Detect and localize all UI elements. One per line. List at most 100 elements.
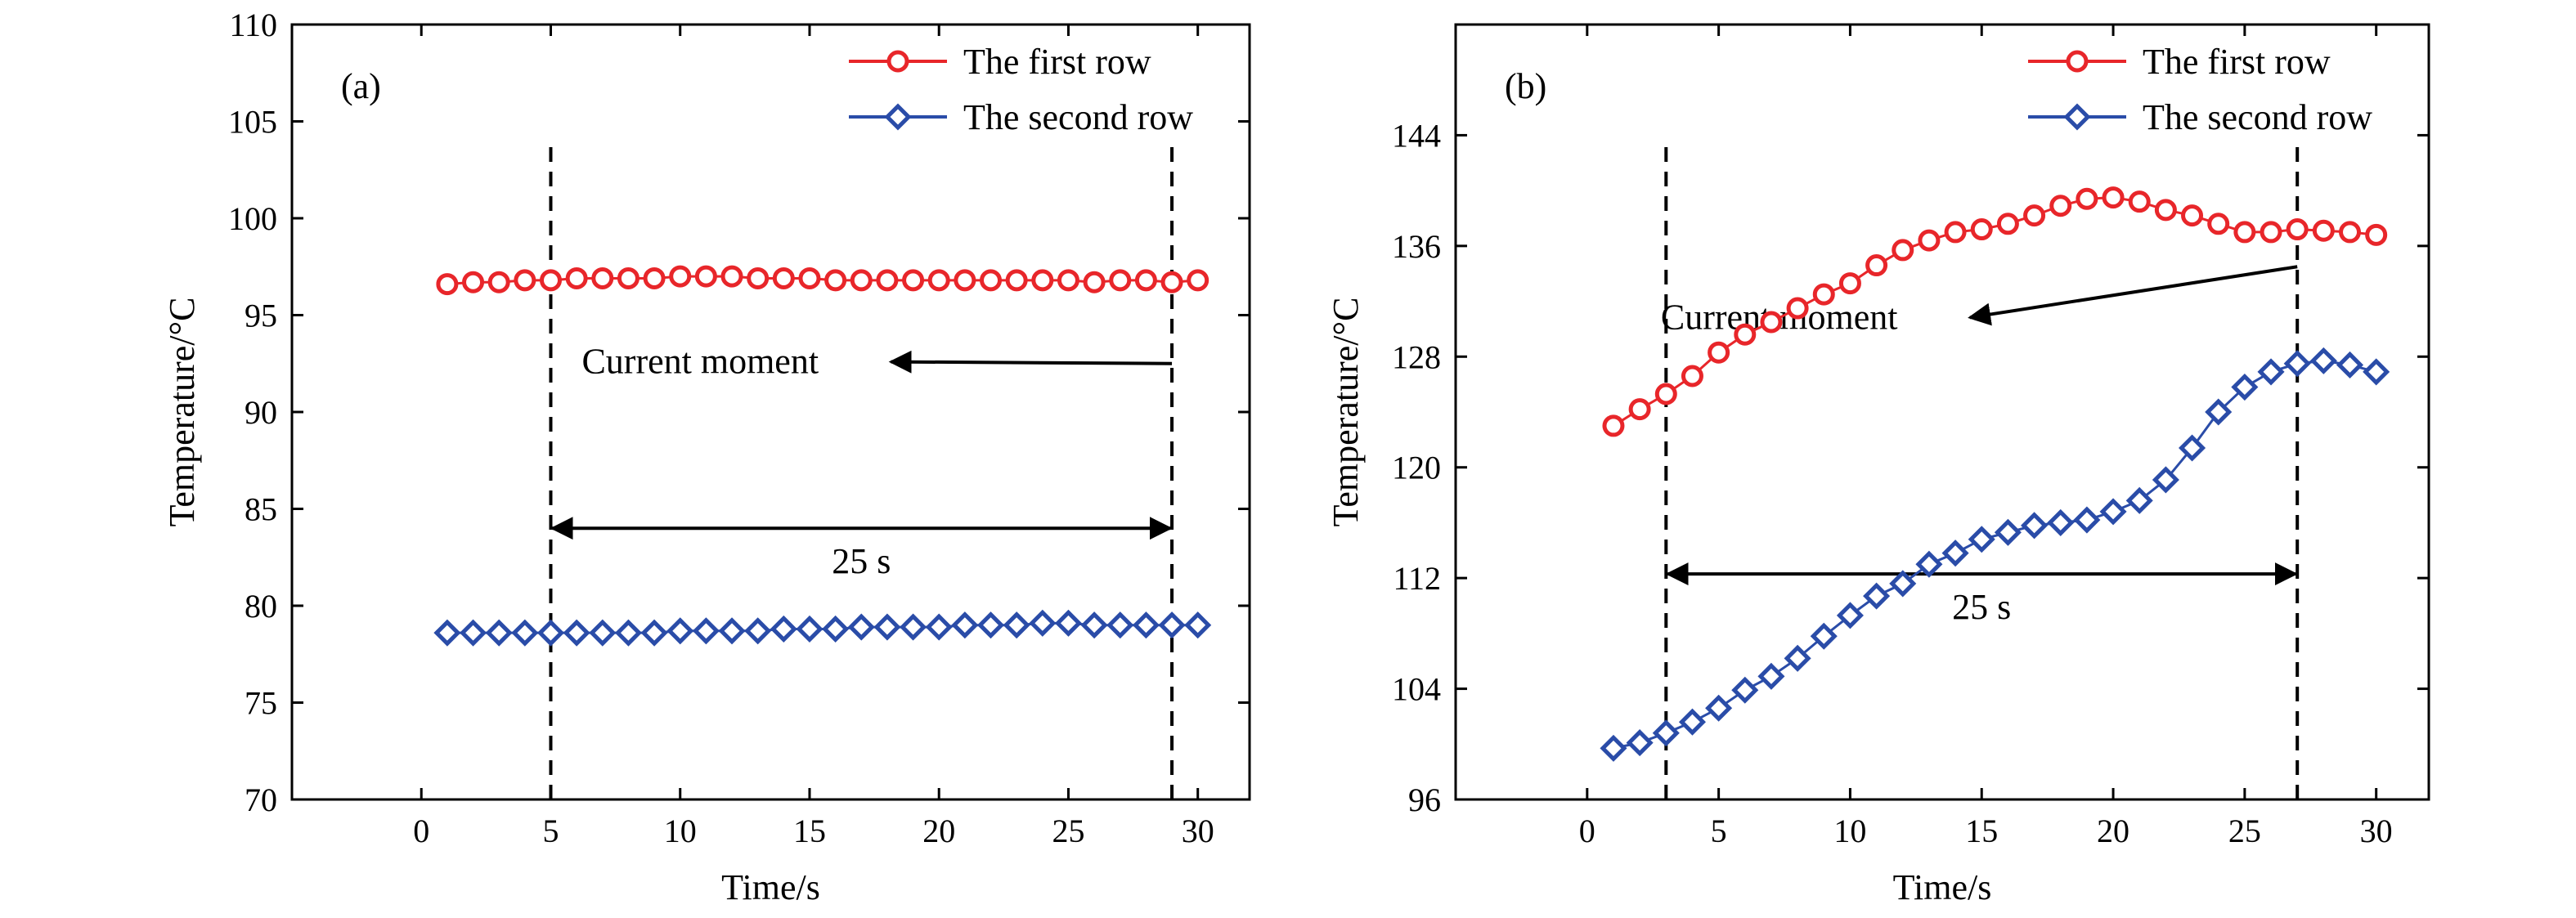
plot-frame — [290, 23, 1251, 801]
data-point-second-row — [1054, 609, 1082, 637]
data-point-first-row — [850, 269, 873, 292]
data-point-first-row — [1865, 254, 1888, 277]
data-point-first-row — [514, 269, 536, 292]
x-tick-label: 20 — [922, 813, 955, 849]
data-point-first-row — [643, 266, 666, 289]
data-point-second-row — [433, 619, 461, 647]
data-point-second-row — [1003, 611, 1030, 639]
legend-marker-diamond — [2063, 103, 2091, 131]
span-label: 25 s — [1952, 587, 2011, 627]
data-point-second-row — [2283, 350, 2311, 378]
data-point-second-row — [2205, 398, 2233, 426]
x-tick-label: 0 — [1579, 813, 1595, 849]
data-point-second-row — [2021, 512, 2049, 540]
legend-label: The second row — [2143, 97, 2372, 137]
y-tick-label: 100 — [228, 200, 277, 237]
data-point-first-row — [2286, 218, 2309, 241]
y-tick-label: 95 — [245, 298, 277, 334]
data-point-first-row — [980, 269, 1003, 292]
legend-label: The first row — [963, 42, 1151, 82]
data-point-first-row — [2260, 221, 2282, 244]
x-tick-label: 5 — [542, 813, 559, 849]
legend-marker-circle — [886, 50, 909, 73]
data-point-first-row — [2049, 195, 2072, 217]
current-moment-label: Current moment — [581, 342, 819, 382]
data-point-second-row — [1080, 611, 1108, 639]
data-point-first-row — [824, 269, 847, 292]
chart-panel-a: 70 75 80 85 90 95 100 105 110 0 5 10 15 20 25 30 Time/s T… — [162, 7, 1251, 907]
data-point-second-row — [563, 619, 590, 647]
x-tick-label: 25 — [2228, 813, 2261, 849]
data-point-first-row — [2233, 221, 2256, 244]
data-point-second-row — [2047, 508, 2075, 536]
data-point-second-row — [770, 615, 797, 643]
panel-label: (a) — [341, 66, 381, 106]
data-point-second-row — [1652, 719, 1680, 747]
data-point-first-row — [798, 266, 821, 289]
data-point-second-row — [1705, 694, 1733, 722]
legend-marker-circle — [2066, 50, 2089, 73]
data-point-first-row — [772, 266, 795, 289]
data-point-first-row — [1005, 269, 1028, 292]
data-point-first-row — [2181, 204, 2204, 227]
data-point-first-row — [1083, 271, 1106, 293]
data-point-second-row — [511, 619, 539, 647]
current-moment-arrow — [888, 350, 1173, 374]
data-point-first-row — [1057, 269, 1079, 292]
y-axis-title: Temperature/°C — [162, 298, 202, 527]
data-point-second-row — [951, 611, 979, 639]
data-point-first-row — [2207, 213, 2230, 235]
data-point-first-row — [694, 265, 717, 288]
x-tick-label: 15 — [1965, 813, 1998, 849]
data-point-first-row — [2312, 219, 2335, 242]
data-point-first-row — [902, 269, 925, 292]
data-point-second-row — [2257, 358, 2285, 386]
data-point-second-row — [796, 615, 824, 643]
data-point-first-row — [669, 265, 692, 288]
data-point-first-row — [954, 269, 976, 292]
data-point-second-row — [822, 615, 850, 643]
data-point-first-row — [1708, 341, 1730, 364]
data-point-first-row — [1160, 271, 1183, 293]
data-point-first-row — [1187, 269, 1209, 292]
data-point-second-row — [1184, 611, 1212, 639]
data-point-first-row — [539, 269, 562, 292]
data-point-first-row — [2154, 199, 2177, 222]
data-point-second-row — [873, 613, 901, 641]
data-point-first-row — [1944, 221, 1967, 244]
data-point-second-row — [1915, 550, 1943, 578]
y-tick-label: 110 — [229, 7, 277, 43]
data-point-second-row — [536, 619, 565, 647]
data-point-second-row — [692, 617, 720, 645]
data-point-first-row — [1134, 269, 1157, 292]
x-tick-label: 30 — [1182, 813, 1214, 849]
y-tick-label: 144 — [1392, 117, 1441, 154]
data-point-second-row — [1600, 734, 1627, 762]
x-axis-title: Time/s — [1893, 867, 1992, 907]
y-tick-label: 80 — [245, 588, 277, 625]
data-point-second-row — [1941, 540, 1969, 567]
data-point-first-row — [1109, 269, 1132, 292]
x-axis-title: Time/s — [721, 867, 820, 907]
x-tick-label: 20 — [2097, 813, 2129, 849]
data-point-second-row — [2073, 506, 2101, 534]
data-point-first-row — [462, 271, 485, 293]
data-point-second-row — [1029, 609, 1057, 637]
data-point-second-row — [485, 619, 513, 647]
plot-frame — [1454, 23, 2430, 801]
data-point-second-row — [1757, 662, 1785, 690]
data-point-second-row — [1784, 644, 1811, 672]
data-point-first-row — [2365, 223, 2388, 246]
y-tick-label: 105 — [228, 104, 277, 141]
data-point-first-row — [2339, 221, 2362, 244]
data-point-first-row — [2102, 186, 2125, 209]
legend-label: The second row — [963, 97, 1193, 137]
x-tick-label: 30 — [2360, 813, 2393, 849]
data-point-first-row — [487, 271, 510, 293]
data-point-second-row — [666, 617, 694, 645]
data-point-second-row — [900, 613, 927, 641]
data-point-second-row — [589, 619, 617, 647]
data-point-second-row — [718, 617, 746, 645]
data-point-second-row — [1626, 729, 1654, 757]
data-point-first-row — [720, 265, 743, 288]
